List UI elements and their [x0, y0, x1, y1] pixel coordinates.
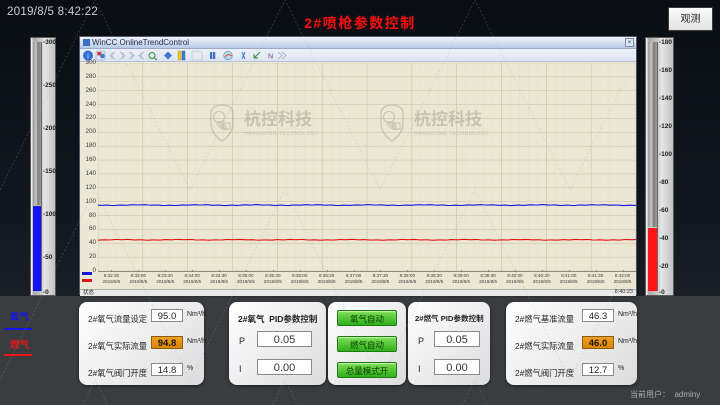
svg-text:N: N	[268, 54, 273, 61]
